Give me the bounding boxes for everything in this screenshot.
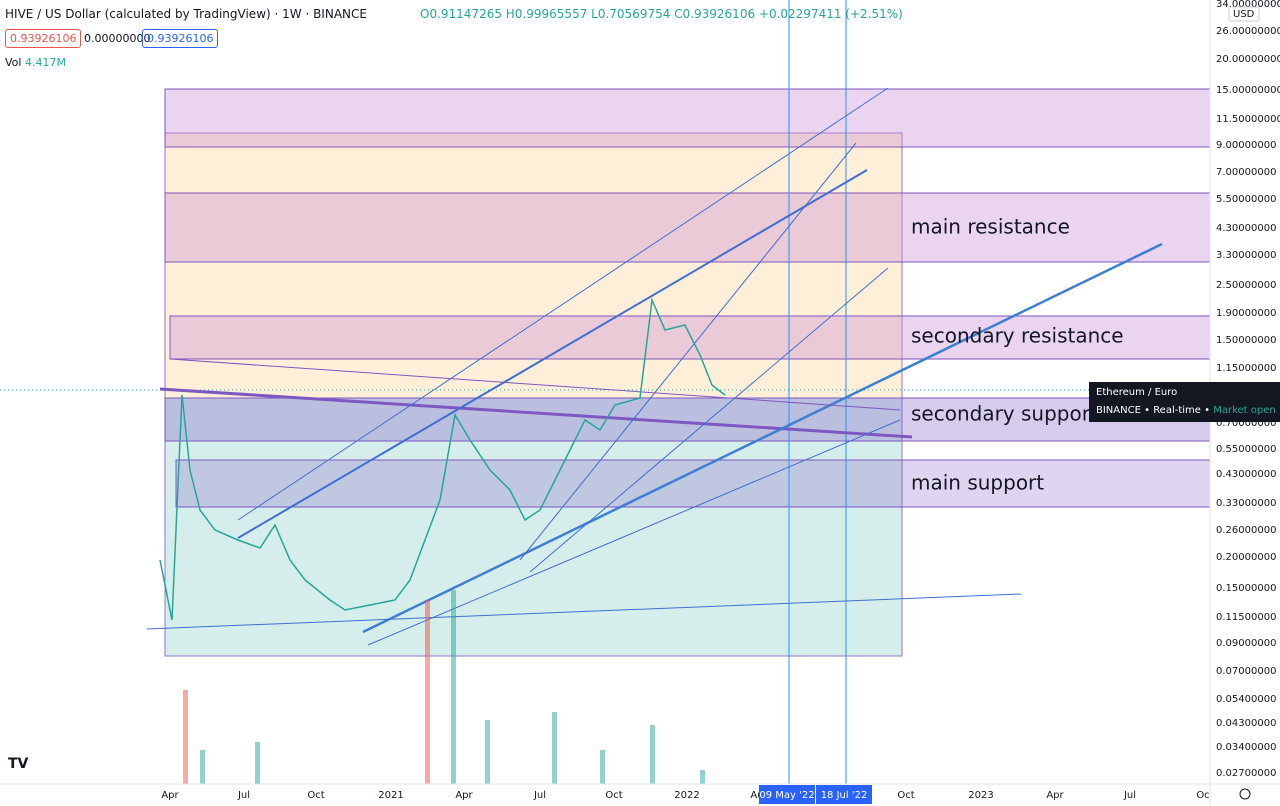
zone [175,459,1211,508]
price-label: 0.33000000 [1216,498,1276,509]
sell-price[interactable]: 0.93926106 [5,29,82,48]
price-label: 0.03400000 [1216,742,1276,753]
time-label: Oc [1196,790,1209,801]
vol-value: 4.417M [24,56,66,69]
price-label: 9.00000000 [1216,140,1276,151]
price-label: 0.04300000 [1216,718,1276,729]
annotation: main resistance [911,215,1070,239]
price-label: 1.90000000 [1216,308,1276,319]
time-marker: 18 Jul '22 [821,790,868,801]
price-label: 0.70000000 [1216,418,1276,429]
time-label: Oct [605,790,622,801]
logo: TV [8,756,29,772]
time-label: Apr [1046,790,1064,801]
price-label: 20.00000000 [1216,54,1280,65]
spread: 0.00000000 [84,32,151,45]
annotation: secondary support [911,402,1098,426]
zone [164,88,1211,148]
trend-line [159,387,913,439]
symbol-title[interactable]: HIVE / US Dollar (calculated by TradingV… [5,7,367,21]
time-label: Oct [307,790,324,801]
time-label: Oct [897,790,914,801]
price-label: 0.05400000 [1216,694,1276,705]
time-label: Au [750,790,763,801]
time-label: 2021 [378,790,403,801]
trend-line [146,593,1022,630]
trend-line [169,358,901,411]
settings-icon[interactable] [1239,788,1251,800]
price-label: 0.09000000 [1216,638,1276,649]
time-label: 2023 [968,790,993,801]
tooltip: Ethereum / Euro BINANCE • Real-time • Ma… [1089,382,1280,422]
price-label: 4.30000000 [1216,223,1276,234]
price-label: 11.50000000 [1216,114,1280,125]
price-label: 0.07000000 [1216,666,1276,677]
trend-line [362,242,1163,634]
zone [164,192,1211,263]
market-status: Market open [1213,405,1276,416]
time-label: 2022 [674,790,699,801]
price-label: 26.00000000 [1216,26,1280,37]
price-label: 0.26000000 [1216,525,1276,536]
time-marker: 09 May '22 [759,790,814,801]
price-label: 2.50000000 [1216,280,1276,291]
price-label: 0.15000000 [1216,583,1276,594]
price-label: 5.50000000 [1216,194,1276,205]
time-label: Jul [237,790,250,801]
ohlc: O0.91147265 H0.99965557 L0.70569754 C0.9… [420,7,903,21]
currency[interactable]: USD [1233,9,1255,20]
tooltip-status: BINANCE • Real-time • Market open [1096,405,1276,416]
trend-line [529,267,889,573]
price-label: 1.50000000 [1216,335,1276,346]
zone [164,397,1211,442]
trend-line [237,87,889,521]
time-label: Jul [1123,790,1136,801]
price-label: 34.00000000 [1216,0,1280,10]
time-label: Jul [533,790,546,801]
price-label: 7.00000000 [1216,167,1276,178]
range-box [164,132,903,399]
feed: Real-time [1153,405,1201,416]
currency-button[interactable] [1228,6,1260,22]
tooltip-title: Ethereum / Euro [1096,387,1178,398]
price-label: 15.00000000 [1216,85,1280,96]
trend-line [237,169,868,539]
price-label: 1.15000000 [1216,363,1276,374]
time-label: Apr [161,790,179,801]
zone [169,315,1211,360]
exchange: BINANCE [1096,405,1141,416]
time-marker-box [759,785,815,804]
trend-line [519,142,857,561]
volume [183,590,705,784]
volume-label: Vol 4.417M [5,56,66,69]
price-series [159,297,726,621]
price-label: 0.02700000 [1216,768,1276,779]
price-label: 0.11500000 [1216,612,1276,623]
buy-price[interactable]: 0.93926106 [142,29,219,48]
time-marker-box [816,785,872,804]
time-label: Apr [455,790,473,801]
price-label: 0.20000000 [1216,552,1276,563]
annotation: main support [911,471,1044,495]
price-label: 3.30000000 [1216,250,1276,261]
price-label: 0.43000000 [1216,469,1276,480]
price-label: 0.55000000 [1216,444,1276,455]
vol-title: Vol [5,56,22,69]
annotation: secondary resistance [911,324,1124,348]
trend-line [367,419,901,646]
